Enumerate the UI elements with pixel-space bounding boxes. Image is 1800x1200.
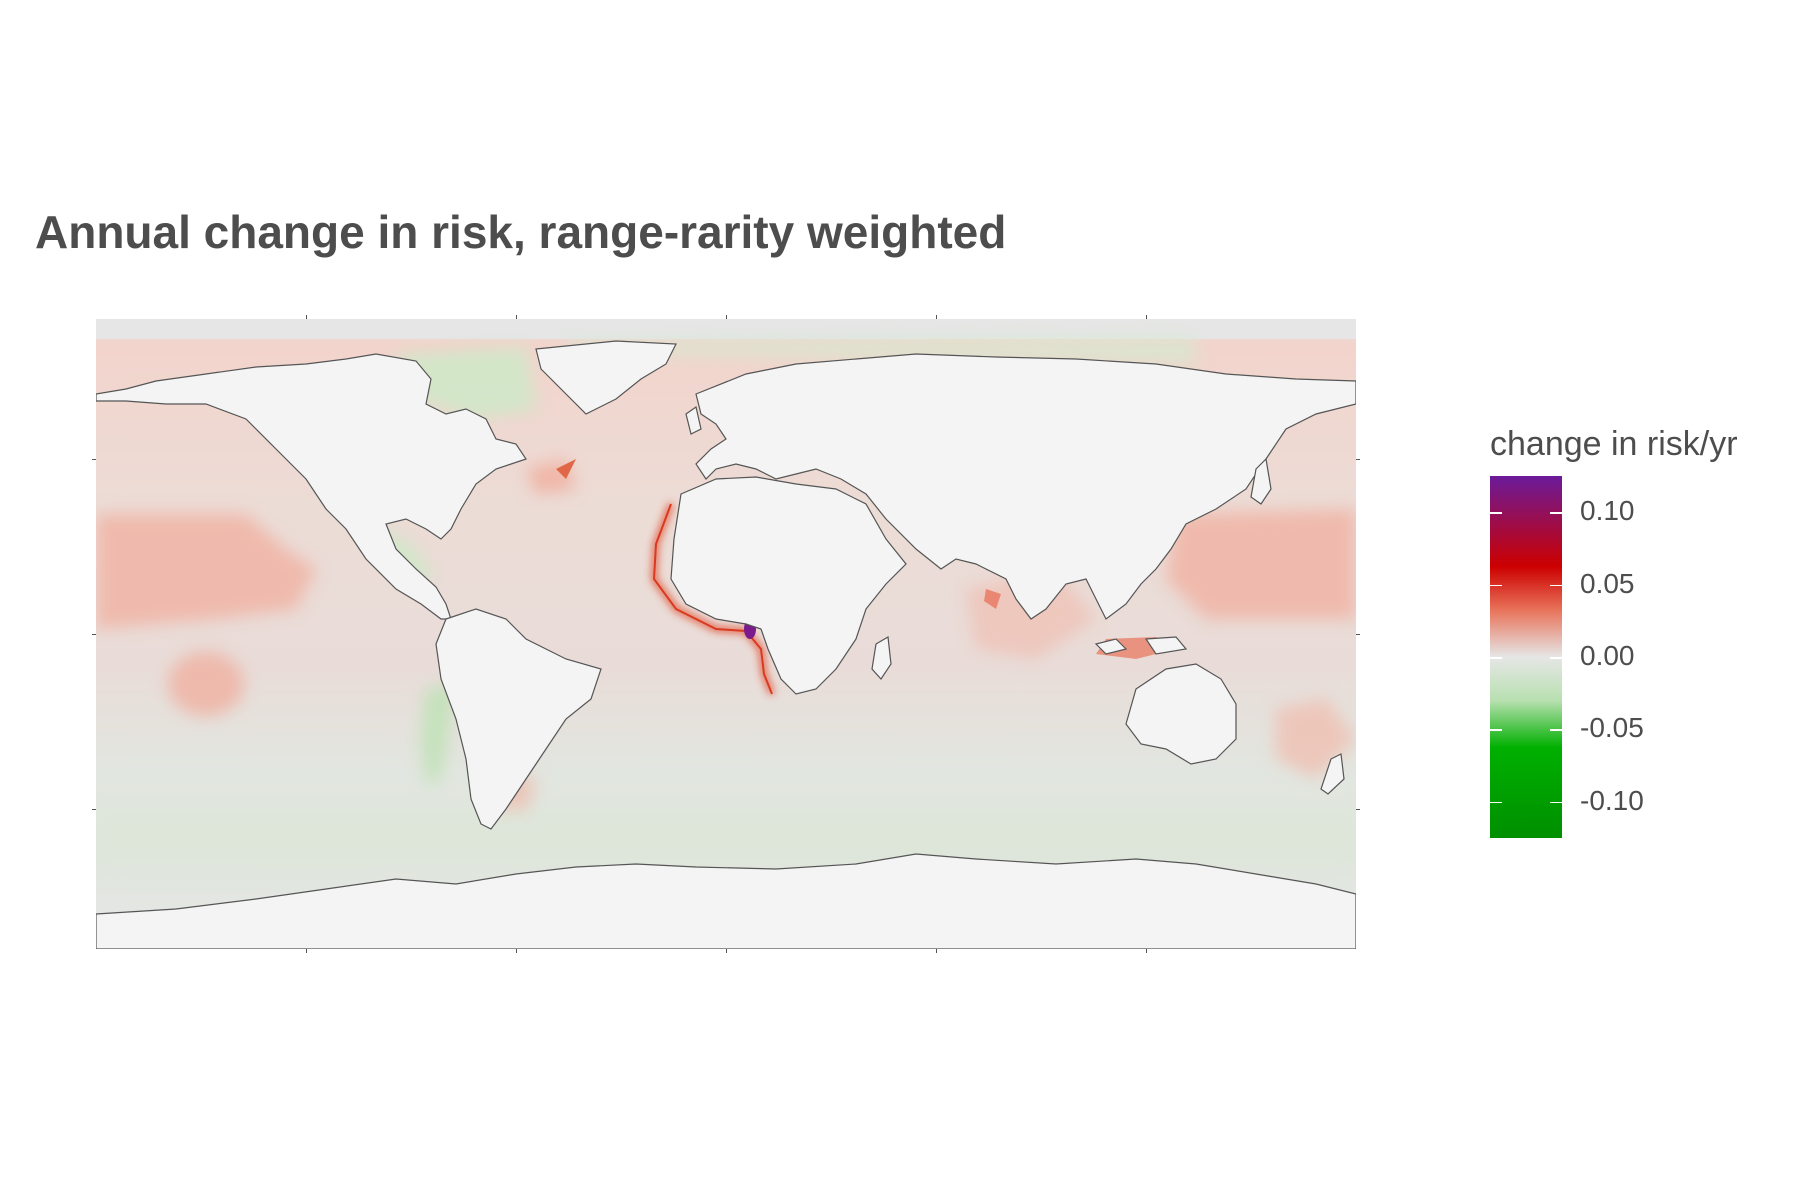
legend-tick-mark [1550,512,1562,514]
legend-tick-label: 0.05 [1580,567,1635,599]
axis-tick [92,634,96,635]
axis-tick [1356,634,1360,635]
axis-tick [1356,809,1360,810]
axis-tick [1146,315,1147,319]
axis-tick [92,809,96,810]
axis-tick [726,949,727,953]
legend-tick-mark [1550,801,1562,804]
legend-tick-label: 0.10 [1580,495,1635,527]
axis-tick [92,459,96,460]
legend-tick-mark [1490,584,1502,587]
map-svg [96,319,1356,949]
legend-title: change in risk/yr [1490,425,1738,463]
axis-tick [1356,459,1360,460]
axis-tick [726,315,727,319]
legend-tick-label: -0.05 [1580,712,1644,744]
land [96,340,1356,949]
axis-tick [936,949,937,953]
legend-tick-mark [1490,657,1502,659]
axis-tick [936,315,937,319]
legend-tick-mark [1550,657,1562,659]
chart-title: Annual change in risk, range-rarity weig… [35,206,1007,258]
legend-tick-mark [1550,584,1562,587]
world-map [96,319,1356,949]
legend-tick-mark [1490,801,1502,804]
axis-tick [516,315,517,319]
legend-tick-label: -0.10 [1580,784,1644,816]
legend-tick-label: 0.00 [1580,640,1635,671]
legend-tick-mark [1550,729,1562,731]
legend-tick-mark [1490,512,1502,514]
axis-tick [1146,949,1147,953]
axis-tick [306,949,307,953]
legend-tick-mark [1490,729,1502,731]
axis-tick [306,315,307,319]
axis-tick [516,949,517,953]
